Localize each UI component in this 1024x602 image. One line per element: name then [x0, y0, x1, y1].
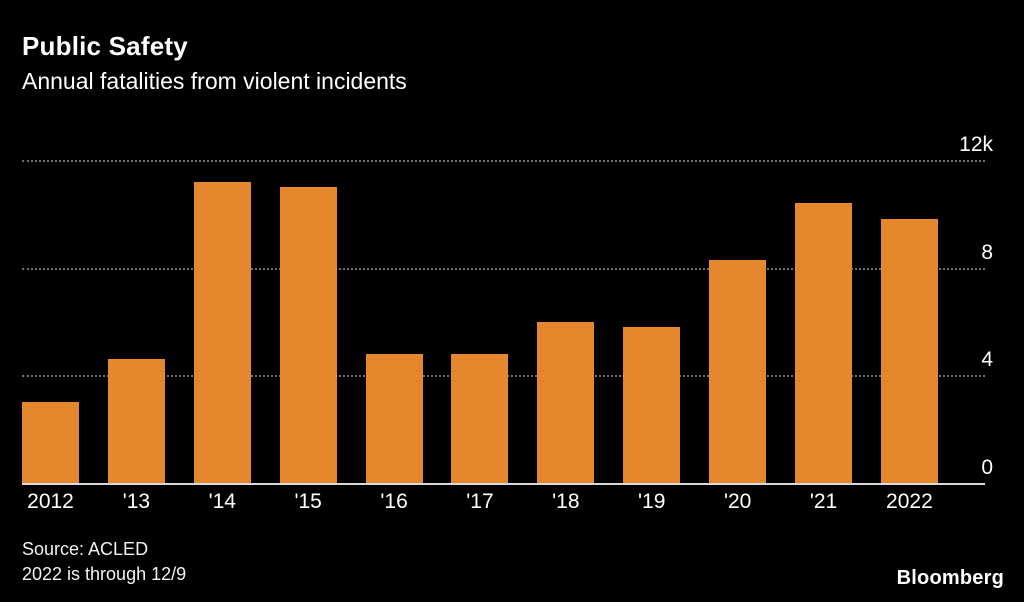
x-axis-label: '18	[552, 490, 580, 513]
x-axis-label: '17	[466, 490, 494, 513]
x-axis-label: '21	[809, 490, 838, 513]
x-axis-label: 2012	[27, 490, 74, 513]
bar-21	[795, 203, 853, 483]
bar-17	[451, 353, 509, 483]
gridline	[22, 160, 985, 162]
bloomberg-logo: Bloomberg	[896, 567, 1004, 589]
y-axis-tick-label: 4	[981, 348, 993, 372]
bar-13	[107, 359, 165, 483]
source-line: Source: ACLED	[22, 539, 149, 559]
bar-19	[623, 326, 681, 483]
x-axis-label: '19	[638, 490, 666, 513]
y-axis-tick-label: 0	[981, 456, 993, 479]
x-axis-label: '13	[122, 490, 151, 513]
y-axis-tick-label: 12k	[959, 133, 993, 156]
chart-subtitle: Annual fatalities from violent incidents	[22, 68, 407, 94]
bar-2012	[22, 402, 79, 483]
bar-20	[709, 259, 767, 483]
x-axis-label: '16	[380, 490, 408, 513]
x-axis-label: '14	[208, 490, 236, 513]
bar-16	[365, 353, 423, 483]
bars-group	[22, 160, 938, 483]
chart-title: Public Safety	[22, 31, 188, 61]
bar-15	[279, 186, 337, 483]
bar-14	[193, 181, 251, 483]
gridline	[22, 267, 985, 270]
bar-2022	[880, 219, 938, 483]
x-axis-label: '20	[723, 490, 752, 513]
bar-18	[537, 321, 595, 483]
x-axis-label: '15	[294, 490, 322, 513]
x-axis-labels: 2012 '13 '14 '15 '16 '17 '18 '19 '20 '21 2022	[22, 490, 938, 514]
source-note: Source: ACLED 2022 is through 12/9	[22, 537, 186, 587]
note-line: 2022 is through 12/9	[22, 564, 187, 584]
y-axis-tick-label: 8	[981, 240, 993, 264]
plot-area: 12k 8 4 0	[22, 133, 993, 485]
x-axis-label: 2022	[886, 490, 933, 513]
x-axis-line	[22, 483, 985, 485]
